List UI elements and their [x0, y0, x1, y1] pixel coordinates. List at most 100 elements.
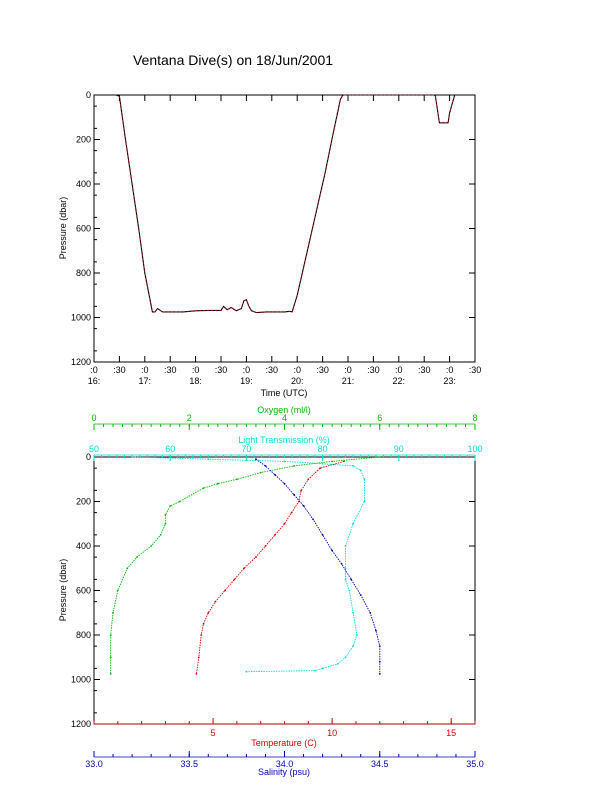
depth-trace-overlay [115, 94, 455, 313]
top-y-tick-label: 200 [76, 135, 91, 145]
temperature-profile-point [307, 478, 310, 481]
light-transmission-profile-point [356, 634, 358, 636]
oxygen-profile-point [109, 673, 112, 675]
light-transmission-profile-point [314, 669, 316, 672]
temperature-profile-point [197, 656, 200, 659]
top-plot-frame [93, 94, 476, 363]
light-transmission-profile-point [131, 456, 134, 458]
light_transmission-tick-label: 100 [467, 444, 482, 454]
salinity-profile-point [283, 482, 286, 485]
top-x-minute-label: :0 [395, 365, 403, 375]
salinity-profile-point [331, 549, 333, 552]
salinity-profile-point [369, 611, 372, 614]
top-x-minute-label: :0 [192, 365, 200, 375]
salinity-profile-point [302, 505, 305, 507]
salinity-profile-point [274, 473, 276, 476]
light_transmission-tick-label: 80 [318, 444, 328, 454]
top-x-minute-label: :0 [243, 365, 251, 375]
salinity-profile-line [255, 458, 381, 674]
oxygen-axis: 0 2 4 6 8 [91, 413, 478, 430]
light-transmission-profile-point [245, 670, 248, 673]
top-x-hour-label: 19: [240, 376, 253, 386]
oxygen-profile-point [126, 567, 129, 570]
light-transmission-profile-point [352, 645, 354, 647]
light-transmission-profile-point [363, 500, 366, 503]
oxygen-profile-point [109, 634, 112, 636]
salinity-tick-label: 33.0 [85, 759, 103, 769]
temperature-profile-point [224, 589, 226, 592]
oxygen-profile-point [116, 589, 119, 592]
top-y-tick-label: 1200 [71, 357, 91, 367]
top-x-minute-label: :30 [266, 365, 279, 375]
bottom-y-axis-title: Pressure (dbar) [58, 559, 68, 622]
oxygen-tick-label: 0 [91, 413, 96, 423]
top-y-tick-label: 0 [86, 90, 91, 100]
oxygen-profile-point [164, 522, 167, 525]
oxygen-profile-point [109, 656, 112, 659]
profile-series-group [109, 456, 381, 675]
oxygen-profile-line [110, 456, 380, 674]
temperature-profile-point [290, 511, 293, 514]
top-x-minute-label: :0 [344, 365, 352, 375]
oxygen-axis-title: Oxygen (ml/l) [257, 405, 311, 415]
light-transmission-profile-point [336, 663, 339, 665]
top-x-hour-label: 21: [342, 376, 355, 386]
temperature-profile-point [319, 467, 322, 469]
oxygen-profile-point [112, 611, 114, 614]
temperature-profile-point [264, 545, 267, 547]
temperature-profile-point [233, 578, 236, 581]
light-transmission-profile-point [352, 465, 354, 467]
temperature-profile-point [300, 489, 303, 492]
light-transmission-profile-point [344, 656, 347, 659]
light-transmission-profile-point [352, 522, 354, 525]
salinity-profile-point [378, 660, 381, 663]
oxygen-profile-point [178, 500, 181, 503]
light_transmission-tick-label: 90 [394, 444, 404, 454]
light_transmission-tick-label: 50 [89, 444, 99, 454]
salinity-axis: 33.0 33.5 34.0 34.5 35.0 [85, 751, 484, 769]
top-x-minute-label: :30 [316, 365, 329, 375]
bottom-plot-frame [93, 456, 476, 725]
bottom-y-tick-label: 1200 [71, 719, 91, 729]
light-transmission-profile-point [344, 578, 347, 581]
top-x-minute-label: :0 [446, 365, 454, 375]
temperature-profile-point [243, 567, 245, 570]
temperature-profile-line [195, 460, 345, 674]
light-transmission-axis: 50 60 70 80 90 100 [89, 444, 483, 461]
oxygen-profile-point [236, 478, 238, 481]
oxygen-profile-point [259, 471, 262, 474]
salinity-tick-label: 34.5 [371, 759, 389, 769]
salinity-tick-label: 33.5 [180, 759, 198, 769]
top-y-axis-title: Pressure (dbar) [58, 197, 68, 260]
temperature-tick-label: 5 [211, 728, 216, 738]
oxygen-tick-label: 6 [377, 413, 382, 423]
top-x-hour-label: 16: [88, 376, 101, 386]
light_transmission-tick-label: 60 [165, 444, 175, 454]
top-x-minute-label: :0 [90, 365, 98, 375]
oxygen-tick-label: 4 [282, 413, 287, 423]
top-x-minute-label: :0 [141, 365, 149, 375]
bottom-y-tick-label: 0 [86, 452, 91, 462]
top-x-minute-label: :30 [367, 365, 380, 375]
salinity-profile-point [293, 493, 295, 496]
top-x-axis-title: Time (UTC) [261, 388, 308, 398]
light_transmission-tick-label: 70 [241, 444, 251, 454]
oxygen-profile-point [159, 534, 162, 536]
top-x-minute-label: :30 [469, 365, 482, 375]
pressure-time-panel: 0 200 400 600 800 1000 1200 :0:30:0:30:0:30:0:… [58, 90, 481, 398]
light-transmission-profile-point [348, 589, 351, 592]
top-x-minute-label: :30 [418, 365, 431, 375]
salinity-profile-point [359, 594, 362, 596]
light-transmission-profile-point [207, 458, 210, 461]
oxygen-tick-label: 8 [472, 413, 477, 423]
salinity-axis-title: Salinity (psu) [258, 767, 310, 777]
top-x-axis: :0:30:0:30:0:30:0:30:0:30:0:30:0:30:0:30… [88, 95, 482, 386]
salinity-profile-point [340, 562, 343, 565]
top-x-hour-label: 18: [189, 376, 202, 386]
bottom-y-tick-label: 1000 [71, 675, 91, 685]
oxygen-profile-point [216, 482, 219, 485]
oxygen-profile-point [331, 460, 333, 463]
temperature-tick-label: 15 [446, 728, 456, 738]
salinity-profile-point [264, 465, 267, 467]
